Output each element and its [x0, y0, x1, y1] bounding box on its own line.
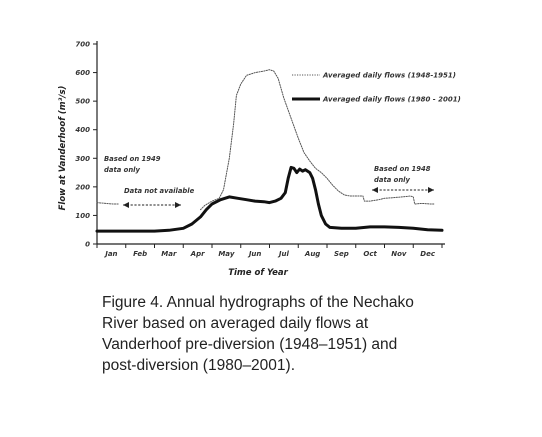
legend-label: Averaged daily flows (1980 - 2001) [322, 96, 461, 104]
annotation-text: data only [104, 166, 140, 174]
y-tick-label: 300 [75, 155, 90, 163]
annotation-text: Based on 1948 [374, 165, 431, 173]
y-tick-label: 400 [75, 126, 90, 134]
series-layer [95, 69, 444, 233]
legend: Averaged daily flows (1948-1951) Averaged… [292, 72, 461, 104]
y-tick-label: 0 [85, 241, 90, 249]
y-tick-label: 600 [75, 69, 90, 77]
series-1948-1951-line [200, 69, 436, 211]
annotations: Based on 1949 data only Data not available… [104, 155, 434, 208]
annotation-text: Based on 1949 [104, 155, 161, 163]
y-tick-label: 700 [75, 41, 90, 49]
y-tick-label: 200 [75, 183, 90, 191]
x-tick-label: Jan [103, 250, 117, 258]
x-tick-label: Jul [277, 250, 290, 258]
x-axis-ticks: Jan Feb Mar Apr May Jun Jul Aug Sep Oct Nov Dec [96, 244, 443, 258]
annotation-text: data only [374, 176, 410, 184]
x-tick-label: Apr [190, 250, 205, 258]
y-axis-ticks: 0 100 200 300 400 500 600 700 [75, 41, 97, 249]
based-on-1948-arrow [372, 187, 434, 193]
y-tick-label: 100 [75, 212, 90, 220]
x-tick-label: Dec [420, 250, 436, 258]
hydrograph-chart: 0 100 200 300 400 500 600 700 Jan Feb Mar Apr May Ju… [58, 41, 461, 279]
annotation-text: Data not available [124, 187, 195, 195]
x-tick-label: Sep [334, 250, 349, 258]
x-axis-label: Time of Year [228, 268, 288, 278]
x-tick-label: Feb [133, 250, 147, 258]
legend-label: Averaged daily flows (1948-1951) [322, 72, 456, 80]
y-tick-label: 500 [75, 98, 90, 106]
x-tick-label: Oct [363, 250, 377, 258]
figure-caption: Figure 4. Annual hydrographs of the Nech… [102, 294, 414, 374]
x-tick-label: Mar [161, 250, 177, 258]
data-not-available-arrow [123, 202, 181, 208]
series-1980-2001-line [95, 165, 444, 233]
x-tick-label: Jun [247, 250, 262, 258]
series-1948-1951-line [96, 202, 120, 205]
y-axis-label: Flow at Vanderhoof (m³/s) [58, 85, 68, 210]
x-tick-label: May [218, 250, 234, 258]
x-tick-label: Aug [304, 250, 320, 258]
x-tick-label: Nov [391, 250, 407, 258]
